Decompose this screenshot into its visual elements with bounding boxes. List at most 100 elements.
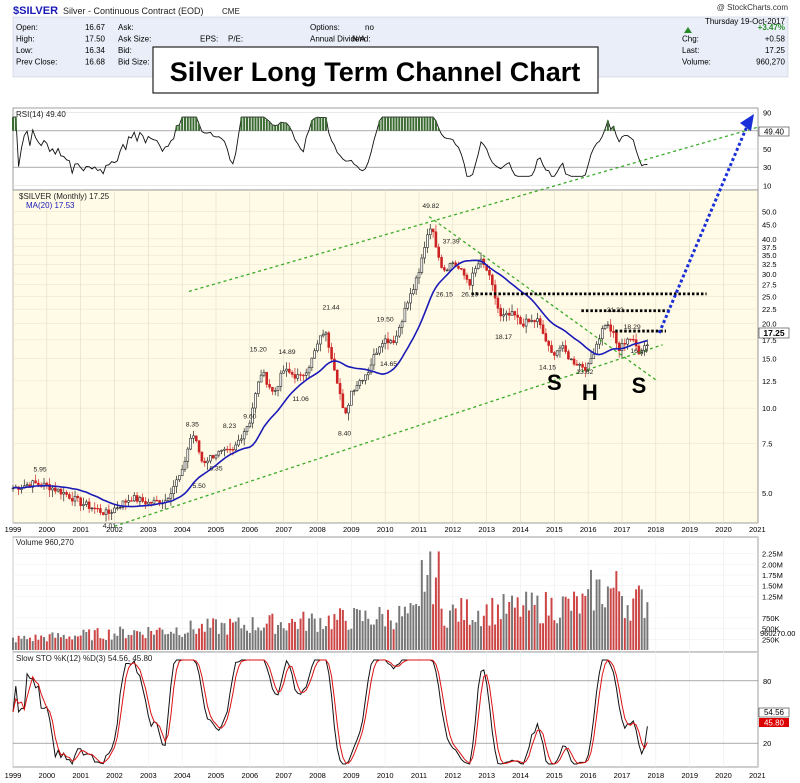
price-candle <box>333 358 336 371</box>
volume-bar <box>527 610 530 650</box>
price-annotation: 21.44 <box>323 305 340 312</box>
price-candle <box>135 495 139 502</box>
volume-bar <box>68 636 71 650</box>
volume-bar <box>440 608 443 650</box>
price-candle <box>152 499 156 504</box>
volume-bar <box>480 626 483 650</box>
price-candle <box>265 371 269 385</box>
volume-bar <box>51 632 54 650</box>
price-candle <box>578 363 581 366</box>
year-tick: 2020 <box>715 771 732 780</box>
year-tick: 2010 <box>377 771 394 780</box>
volume-bar <box>181 636 184 650</box>
price-tick: 22.5 <box>762 305 777 314</box>
price-candle <box>558 347 562 352</box>
volume-bar <box>110 639 113 650</box>
year-tick: 2021 <box>749 525 766 534</box>
volume-bar <box>437 551 440 650</box>
price-candle <box>561 345 565 349</box>
quote-label: Bid: <box>118 46 132 55</box>
volume-bar <box>336 619 339 650</box>
volume-bar <box>384 626 387 650</box>
volume-tick: 500K <box>762 625 780 634</box>
volume-bar <box>606 586 609 650</box>
price-candle <box>90 507 94 510</box>
volume-bar <box>234 621 237 650</box>
price-candle <box>54 487 57 492</box>
volume-bar <box>344 620 347 650</box>
price-candle <box>409 293 412 304</box>
volume-bar <box>581 593 584 650</box>
volume-bar <box>271 613 274 650</box>
volume-bar <box>251 617 254 650</box>
year-tick: 2015 <box>546 771 563 780</box>
price-candle <box>592 353 596 359</box>
price-annotation: 6.35 <box>209 465 222 472</box>
volume-bar <box>43 637 46 650</box>
volume-tick: 1.75M <box>762 571 783 580</box>
price-candle <box>358 380 362 386</box>
volume-bar <box>105 639 108 650</box>
price-candle <box>101 512 105 515</box>
year-tick: 2003 <box>140 525 157 534</box>
volume-bar <box>584 595 587 650</box>
volume-bar <box>308 618 311 650</box>
volume-bar <box>449 610 451 650</box>
price-candle <box>116 507 119 509</box>
volume-bar <box>59 637 62 650</box>
volume-bar <box>119 626 122 650</box>
volume-bar <box>367 618 370 650</box>
year-tick: 2003 <box>140 771 157 780</box>
year-tick: 2002 <box>106 525 123 534</box>
volume-bar <box>381 614 384 650</box>
volume-bar <box>508 601 511 650</box>
volume-bar <box>609 588 612 650</box>
volume-bar <box>209 627 212 650</box>
price-candle <box>62 492 66 495</box>
volume-bar <box>640 589 643 650</box>
volume-bar <box>26 639 29 650</box>
volume-bar <box>519 616 522 650</box>
volume-bar <box>313 618 316 650</box>
symbol: $SILVER <box>13 5 58 17</box>
volume-bar <box>643 617 646 650</box>
year-tick: 2007 <box>275 771 292 780</box>
year-tick: 2006 <box>241 771 258 780</box>
quote-label: Ask Size: <box>118 35 151 44</box>
volume-bar <box>172 633 175 650</box>
price-candle <box>211 455 215 459</box>
volume-bar <box>14 642 17 650</box>
price-candle <box>172 485 175 494</box>
volume-bar <box>474 622 477 650</box>
volume-bar <box>530 592 533 650</box>
price-panel <box>12 189 759 524</box>
price-candle <box>341 393 345 409</box>
price-candle <box>273 390 277 392</box>
price-candle <box>118 506 122 509</box>
volume-bar <box>113 633 116 650</box>
price-candle <box>70 498 74 502</box>
price-candle <box>56 488 60 492</box>
rsi-last-tag <box>758 126 790 137</box>
volume-bar <box>550 597 553 650</box>
quote-value: 960,270 <box>756 58 785 67</box>
price-candle <box>547 340 550 346</box>
volume-bar <box>485 604 488 650</box>
year-tick: 2012 <box>444 771 461 780</box>
price-candle <box>276 385 280 391</box>
volume-bar <box>556 623 559 650</box>
volume-bar <box>76 636 79 650</box>
price-candle <box>612 330 615 334</box>
price-candle <box>620 343 624 351</box>
year-tick: 2004 <box>174 771 191 780</box>
volume-bar <box>322 629 325 650</box>
price-candle <box>352 390 356 392</box>
price-annotation: 14.89 <box>279 349 296 356</box>
price-candle <box>192 435 195 439</box>
volume-bar <box>358 610 361 650</box>
volume-bar <box>488 625 491 650</box>
volume-bar <box>361 621 364 650</box>
volume-bar <box>463 619 466 650</box>
rsi-last: 49.40 <box>764 128 785 137</box>
price-candle <box>107 509 111 514</box>
